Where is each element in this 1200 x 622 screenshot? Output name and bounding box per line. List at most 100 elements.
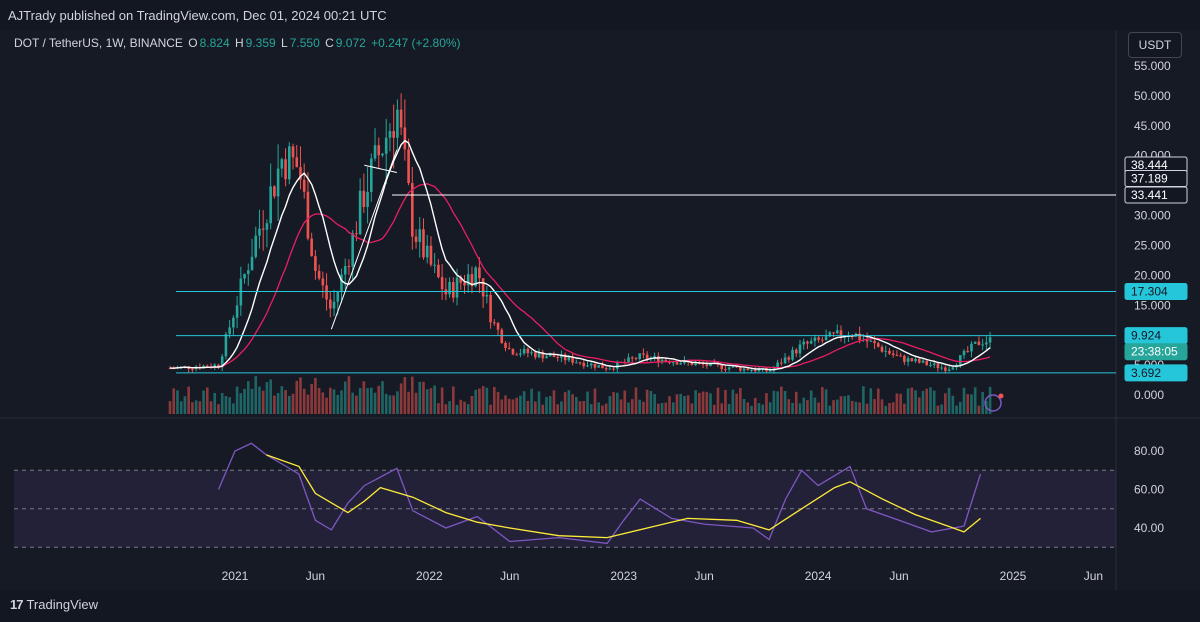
currency-button[interactable]: USDT: [1128, 32, 1182, 58]
candle-body: [515, 354, 518, 356]
change-value: +0.247 (+2.80%): [371, 36, 461, 50]
symbol-name[interactable]: DOT / TetherUS, 1W, BINANCE: [14, 36, 183, 50]
chart-canvas[interactable]: 55.00050.00045.00040.00035.00030.00025.0…: [0, 0, 1200, 590]
candle-body: [493, 322, 496, 324]
volume-bar: [433, 385, 436, 414]
volume-bar: [198, 401, 202, 414]
candle-body: [671, 362, 675, 364]
candle-body: [962, 350, 966, 356]
alert-icon[interactable]: [984, 394, 1002, 412]
volume-bar: [534, 401, 537, 414]
volume-bar: [970, 394, 973, 414]
volume-bar: [869, 388, 873, 414]
x-tick-label: 2022: [416, 569, 443, 583]
volume-bar: [903, 403, 906, 414]
volume-bar: [962, 387, 966, 414]
volume-bar: [642, 401, 645, 414]
candle-body: [664, 359, 668, 362]
volume-bar: [664, 402, 668, 414]
candle-body: [791, 349, 794, 360]
candle-body: [817, 337, 820, 340]
candle-body: [832, 332, 835, 334]
candle-body: [947, 369, 951, 371]
candle-body: [392, 131, 395, 138]
candle-body: [370, 158, 373, 192]
volume-bar: [608, 396, 612, 414]
price-tick-label: 45.000: [1134, 119, 1171, 133]
volume-bar: [925, 388, 929, 414]
volume-bar: [746, 402, 750, 414]
volume-bar: [269, 379, 272, 414]
candle-body: [448, 282, 451, 295]
candle-body: [604, 368, 608, 370]
candle-body: [634, 358, 638, 360]
candle-body: [742, 368, 746, 371]
candle-body: [645, 354, 649, 359]
candle-body: [336, 291, 340, 302]
candle-body: [500, 329, 504, 343]
volume-bar: [407, 391, 410, 414]
candle-body: [381, 153, 384, 156]
candle-body: [355, 233, 358, 235]
volume-bar: [787, 399, 791, 414]
volume-bar: [653, 394, 656, 414]
candle-body: [802, 341, 806, 345]
candle-body: [399, 109, 403, 128]
candle-body: [478, 267, 481, 279]
volume-bar: [500, 399, 504, 414]
volume-bar: [634, 387, 638, 414]
volume-bar: [944, 393, 947, 414]
price-label-text: 33.441: [1131, 188, 1168, 202]
volume-bar: [276, 393, 280, 414]
x-tick-label: 2025: [1000, 569, 1027, 583]
volume-bar: [616, 392, 619, 414]
volume-bar: [884, 405, 888, 414]
rsi-tick-label: 40.00: [1134, 521, 1164, 535]
volume-bar: [724, 389, 727, 414]
volume-bar: [548, 396, 552, 414]
trendline[interactable]: [330, 149, 398, 330]
volume-bar: [601, 405, 604, 414]
tradingview-logo[interactable]: 17 TradingView: [10, 597, 98, 612]
candle-body: [746, 368, 750, 371]
volume-bar: [183, 396, 187, 414]
candle-body: [824, 336, 828, 341]
candle-body: [709, 362, 712, 366]
volume-bar: [802, 397, 806, 414]
candle-body: [347, 266, 351, 268]
candle-body: [563, 354, 567, 361]
volume-bar: [437, 403, 440, 414]
candle-body: [835, 330, 839, 334]
trendline[interactable]: [364, 164, 397, 173]
candle-body: [914, 358, 917, 362]
x-tick-label: 2023: [610, 569, 637, 583]
volume-bar: [850, 400, 854, 414]
volume-bar: [246, 381, 250, 414]
volume-bar: [936, 405, 940, 414]
candle-body: [608, 368, 612, 370]
candle-body: [977, 341, 981, 345]
low-label: L: [281, 36, 288, 50]
volume-bar: [265, 382, 269, 414]
candle-body: [888, 350, 891, 354]
volume-bar: [347, 376, 351, 414]
volume-bar: [660, 403, 664, 414]
volume-bar: [973, 387, 977, 414]
candle-body: [567, 356, 571, 361]
volume-bar: [705, 391, 709, 414]
tradingview-logo-icon: 17: [10, 597, 24, 612]
candle-body: [869, 340, 873, 342]
chart-frame[interactable]: [0, 30, 1200, 590]
candle-body: [903, 355, 906, 362]
candle-body: [470, 274, 474, 287]
candle-body: [306, 191, 310, 239]
candle-body: [973, 341, 977, 344]
candle-body: [873, 340, 876, 344]
rsi-tick-label: 80.00: [1134, 444, 1164, 458]
candle-body: [511, 349, 515, 355]
volume-bar: [388, 395, 392, 414]
candle-body: [425, 245, 429, 258]
volume-bar: [228, 397, 231, 414]
candle-body: [299, 167, 302, 180]
candle-body: [351, 233, 354, 267]
